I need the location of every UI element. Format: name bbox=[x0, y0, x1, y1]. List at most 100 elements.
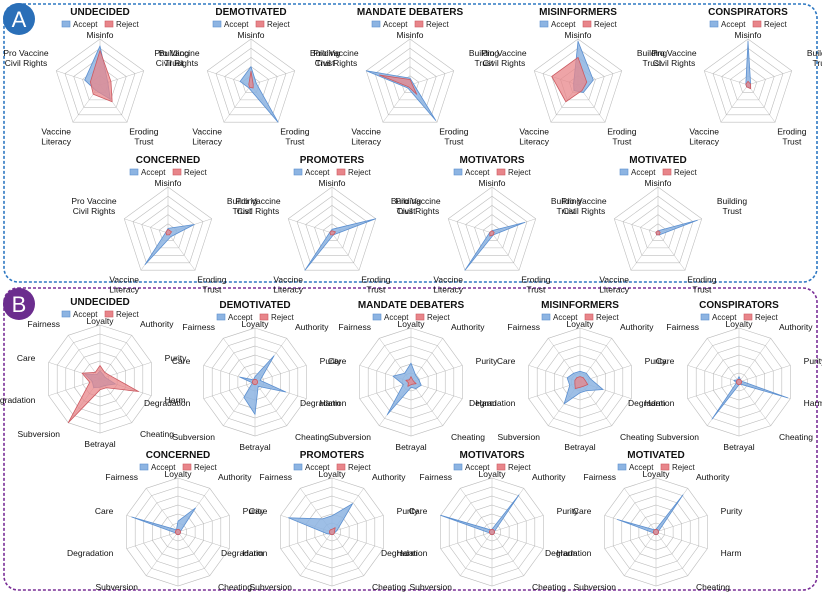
chart-a-motivated-axis-label-line-1: Building bbox=[717, 196, 748, 206]
chart-b-conspirators-spoke-1 bbox=[738, 338, 771, 383]
chart-a-concerned-grid-ring-3 bbox=[141, 205, 195, 256]
chart-b-mandate-debaters-spoke-7 bbox=[359, 381, 412, 399]
chart-b-concerned-legend-accept-label: Accept bbox=[151, 463, 176, 472]
chart-b-concerned-axis-label-loyalty: Loyalty bbox=[165, 469, 193, 479]
chart-a-conspirators-grid-ring-1 bbox=[738, 75, 758, 93]
chart-a-concerned-axis-label-line-1: Vaccine bbox=[109, 274, 139, 284]
chart-b-concerned-axis-label-authority: Authority bbox=[218, 472, 252, 482]
chart-a-concerned-title: CONCERNED bbox=[136, 155, 200, 166]
chart-b-promoters-axis-label-fairness: Fairness bbox=[259, 472, 292, 482]
chart-a-promoters-grid-ring-2 bbox=[314, 214, 350, 249]
chart-a-promoters-axis-label-misinfo: Misinfo bbox=[319, 178, 346, 188]
chart-a-demotivated-spoke-3 bbox=[223, 84, 252, 123]
chart-b-undecided-axis-label-purity: Purity bbox=[165, 353, 187, 363]
chart-a-misinformers-axis-label-line-2: Trust bbox=[612, 136, 632, 146]
chart-a-motivators-axis-label-vaccine-literacy: Vaccine Literacy bbox=[433, 274, 464, 294]
chart-b-motivators-axis-label-harm: Harm bbox=[557, 548, 578, 558]
chart-a-promoters-series-reject bbox=[329, 230, 336, 236]
chart-a-conspirators-spoke-4 bbox=[704, 70, 749, 86]
chart-a-misinformers-axis-label-pro-vaccine-civil-rights: Pro Vaccine Civil Rights bbox=[481, 48, 526, 68]
chart-b-undecided-series-reject bbox=[67, 365, 139, 424]
chart-b-demotivated-axis-label-care: Care bbox=[172, 356, 191, 366]
chart-b-misinformers-axis-label-authority: Authority bbox=[620, 322, 654, 332]
chart-a-concerned-axis-label-line-2: Trust bbox=[232, 206, 252, 216]
chart-b-demotivated-spoke-7 bbox=[203, 381, 256, 399]
chart-b-promoters-axis-label-care: Care bbox=[249, 506, 268, 516]
chart-a-promoters-spoke-2 bbox=[331, 232, 360, 271]
chart-b-demotivated-series-accept bbox=[239, 355, 287, 415]
chart-b-mandate-debaters-axis-label-care: Care bbox=[328, 356, 347, 366]
chart-a-undecided-title: UNDECIDED bbox=[70, 7, 129, 18]
chart-a-misinformers-axis-label-line-1: Vaccine bbox=[519, 126, 549, 136]
chart-a-undecided-axis-label-line-1: Building bbox=[159, 48, 190, 58]
chart-a-mandate-debaters-grid-ring-4 bbox=[374, 47, 446, 116]
chart-a-motivated-axis-label-misinfo: Misinfo bbox=[645, 178, 672, 188]
chart-a-motivators-axis-label-line-1: Vaccine bbox=[433, 274, 463, 284]
chart-b-mandate-debaters-spoke-4 bbox=[410, 381, 443, 426]
chart-a-promoters-legend-reject-label: Reject bbox=[348, 168, 371, 177]
chart-b-promoters-axis-label-loyalty: Loyalty bbox=[319, 469, 347, 479]
chart-b-motivated-axis-label-authority: Authority bbox=[696, 472, 730, 482]
chart-a-conspirators-axis-label-line-2: Civil Rights bbox=[653, 58, 696, 68]
chart-a-conspirators-legend-accept-label: Accept bbox=[721, 20, 746, 29]
chart-b-promoters-spoke-2 bbox=[331, 515, 384, 533]
chart-a-misinformers-axis-label-vaccine-literacy: Vaccine Literacy bbox=[519, 126, 550, 146]
chart-b-demotivated-legend-accept-label: Accept bbox=[228, 313, 253, 322]
chart-a-conspirators-axis-label-line-1: Building bbox=[807, 48, 822, 58]
chart-a-undecided-axis-label-line-1: Vaccine bbox=[41, 126, 71, 136]
panel-a-badge-label: A bbox=[12, 7, 27, 32]
chart-a-concerned-axis-label-vaccine-literacy: Vaccine Literacy bbox=[109, 274, 140, 294]
chart-b-motivators-spoke-6 bbox=[460, 531, 493, 576]
chart-a-misinformers-legend-reject-label: Reject bbox=[594, 20, 617, 29]
chart-b-demotivated-legend-accept-swatch bbox=[216, 313, 226, 321]
panel-a-badge: A bbox=[3, 3, 35, 35]
chart-a-concerned-grid-ring-2 bbox=[150, 214, 186, 249]
chart-b-motivators-axis-label-care: Care bbox=[409, 506, 428, 516]
chart-b-mandate-debaters-axis-label-fairness: Fairness bbox=[338, 322, 371, 332]
chart-a-undecided-axis-label-line-2: Literacy bbox=[41, 136, 72, 146]
chart-b-motivated-legend-accept-swatch bbox=[617, 463, 627, 471]
chart-b-mandate-debaters-axis-label-betrayal: Betrayal bbox=[395, 442, 426, 452]
chart-a-conspirators-series-accept bbox=[745, 40, 752, 89]
chart-b-misinformers-axis-label-harm: Harm bbox=[645, 398, 666, 408]
chart-a-demotivated-grid-ring-2 bbox=[233, 66, 269, 101]
chart-b-motivated-axis-label-fairness: Fairness bbox=[583, 472, 616, 482]
chart-b-demotivated-axis-label-degradation: Degradation bbox=[144, 398, 191, 408]
chart-a-misinformers-axis-label-line-1: Eroding bbox=[607, 126, 637, 136]
chart-b-motivators-axis-label-degradation: Degradation bbox=[381, 548, 428, 558]
chart-a-motivators-legend-reject-swatch bbox=[496, 168, 506, 176]
chart-b-concerned-axis-label-subversion: Subversion bbox=[95, 582, 138, 592]
chart-b-promoters-legend-reject-swatch bbox=[336, 463, 346, 471]
chart-b-misinformers-axis-label-betrayal: Betrayal bbox=[564, 442, 595, 452]
chart-b-misinformers-series-reject bbox=[574, 376, 589, 389]
chart-b-conspirators-legend-reject-label: Reject bbox=[755, 313, 778, 322]
chart-b-undecided-legend-accept-swatch bbox=[61, 310, 71, 318]
chart-a-motivated-axis-label-line-1: Vaccine bbox=[599, 274, 629, 284]
chart-b-motivators-spoke-7 bbox=[440, 531, 493, 549]
chart-a-demotivated-axis-label-misinfo: Misinfo bbox=[238, 30, 265, 40]
chart-b-conspirators-spoke-4 bbox=[738, 381, 771, 426]
chart-a-motivated-grid-ring-5 bbox=[613, 186, 703, 271]
chart-a-motivators-axis-label-misinfo: Misinfo bbox=[479, 178, 506, 188]
chart-b-concerned-axis-label-cheating: Cheating bbox=[218, 582, 252, 592]
chart-b-demotivated-series-reject bbox=[252, 378, 258, 386]
chart-b-motivators-legend-reject-label: Reject bbox=[508, 463, 531, 472]
chart-b-misinformers-axis-label-care: Care bbox=[497, 356, 516, 366]
chart-a-mandate-debaters-axis-label-building-trust: Building Trust bbox=[469, 48, 500, 68]
chart-b-concerned-series-reject bbox=[175, 528, 181, 536]
chart-b-concerned-legend-reject-swatch bbox=[182, 463, 192, 471]
chart-b-motivators-spoke-4 bbox=[491, 531, 524, 576]
chart-a-conspirators-grid-ring-3 bbox=[721, 57, 775, 108]
chart-a-demotivated-axis-label-line-1: Vaccine bbox=[192, 126, 222, 136]
chart-a-undecided-axis-label-eroding-trust: Eroding Trust bbox=[129, 126, 159, 146]
chart-b-concerned-spoke-9 bbox=[146, 488, 179, 533]
chart-b-undecided-axis-label-subversion: Subversion bbox=[17, 429, 60, 439]
chart-a-mandate-debaters-spoke-1 bbox=[409, 70, 454, 86]
chart-a-mandate-debaters-legend-accept-swatch bbox=[371, 20, 381, 28]
chart-a-demotivated-grid-ring-5 bbox=[206, 38, 296, 123]
chart-b-misinformers-axis-label-purity: Purity bbox=[645, 356, 667, 366]
chart-a-mandate-debaters-legend-reject-swatch bbox=[414, 20, 424, 28]
chart-b-conspirators-spoke-9 bbox=[707, 338, 740, 383]
